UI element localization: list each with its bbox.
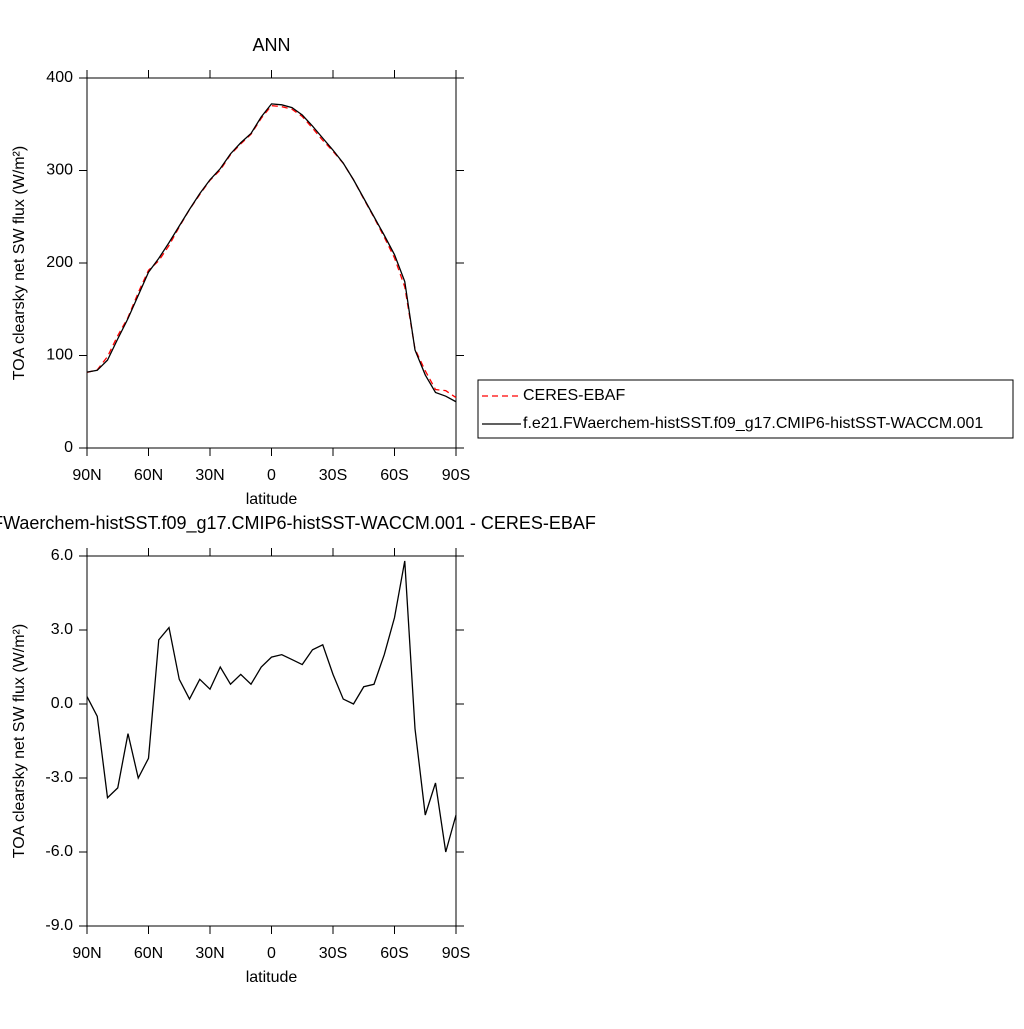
y-tick-label: 100 — [46, 347, 73, 364]
y-tick-label: 0 — [64, 439, 73, 456]
y-axis-label: TOA clearsky net SW flux (W/m²) — [11, 624, 28, 858]
plot-frame — [86, 77, 457, 449]
x-tick-label: 0 — [267, 945, 276, 962]
x-tick-label: 60N — [134, 467, 163, 484]
data-line — [86, 104, 457, 399]
y-tick-label: 0.0 — [51, 695, 73, 712]
y-tick-label: -6.0 — [45, 843, 73, 860]
y-tick-label: 6.0 — [51, 547, 73, 564]
y-tick-label: -3.0 — [45, 769, 73, 786]
y-tick-label: 300 — [46, 162, 73, 179]
plot-frame — [86, 555, 457, 927]
y-tick-label: 400 — [46, 69, 73, 86]
x-tick-label: 60S — [380, 945, 408, 962]
x-axis-label: latitude — [246, 491, 298, 508]
x-tick-label: 90N — [72, 945, 101, 962]
x-tick-label: 60S — [380, 467, 408, 484]
legend-label: f.e21.FWaerchem-histSST.f09_g17.CMIP6-hi… — [523, 415, 983, 432]
legend-label: CERES-EBAF — [523, 387, 625, 404]
y-tick-label: -9.0 — [45, 917, 73, 934]
x-tick-label: 60N — [134, 945, 163, 962]
x-tick-label: 90N — [72, 467, 101, 484]
data-line — [86, 103, 457, 403]
chart-title: ANN — [252, 35, 290, 55]
x-tick-label: 30N — [195, 945, 224, 962]
y-tick-label: 200 — [46, 254, 73, 271]
data-line — [86, 560, 457, 853]
chart-title: f.e21.FWaerchem-histSST.f09_g17.CMIP6-hi… — [0, 513, 596, 534]
x-tick-label: 90S — [442, 467, 470, 484]
x-tick-label: 30S — [319, 945, 347, 962]
x-tick-label: 30S — [319, 467, 347, 484]
x-axis-label: latitude — [246, 969, 298, 986]
legend-box — [477, 379, 1014, 439]
y-axis-label: TOA clearsky net SW flux (W/m²) — [11, 146, 28, 380]
x-tick-label: 30N — [195, 467, 224, 484]
y-tick-label: 3.0 — [51, 621, 73, 638]
x-tick-label: 90S — [442, 945, 470, 962]
x-tick-label: 0 — [267, 467, 276, 484]
